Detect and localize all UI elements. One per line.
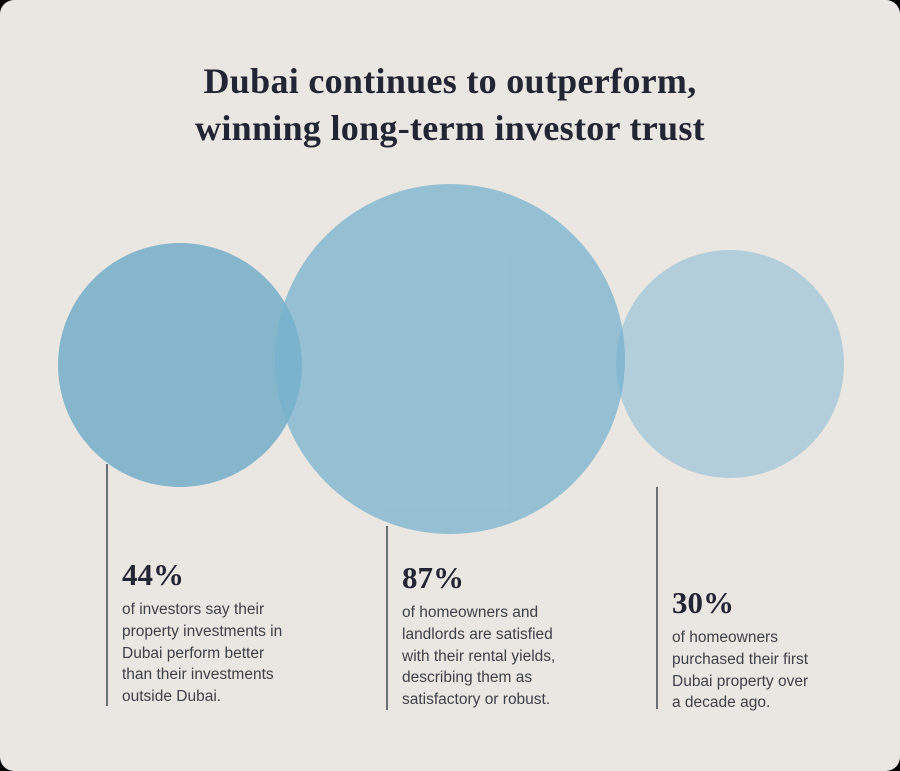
bubble-87-percent [275,184,625,534]
stat-description-44-percent: of investors say their property investme… [122,601,283,706]
stat-value-30-percent: 30% [672,585,734,620]
stat-description-30-percent: of homeowners purchased their first Duba… [672,629,809,712]
title-line-1: Dubai continues to outperform, [203,61,697,101]
connector-line-30-percent [656,487,658,709]
stat-card-44-percent: 44% of investors say their property inve… [122,558,312,708]
stat-value-87-percent: 87% [402,560,464,595]
stat-description-87-percent: of homeowners and landlords are satisfie… [402,604,556,709]
bubble-44-percent [58,243,302,487]
bubble-30-percent [616,250,844,478]
page-title: Dubai continues to outperform, winning l… [0,58,900,152]
stat-card-30-percent: 30% of homeowners purchased their first … [672,586,847,714]
stat-value-44-percent: 44% [122,557,184,592]
title-line-2: winning long-term investor trust [195,108,705,148]
connector-line-87-percent [386,526,388,710]
connector-line-44-percent [106,464,108,706]
stat-card-87-percent: 87% of homeowners and landlords are sati… [402,561,587,711]
